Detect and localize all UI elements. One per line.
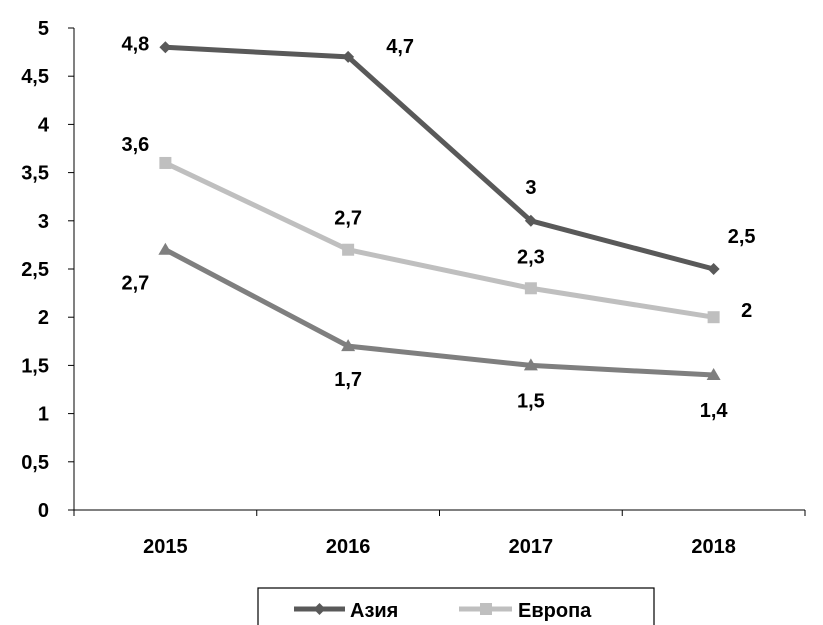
x-tick-labels: 2015 2016 2017 2018: [143, 536, 736, 558]
data-label: 2,5: [728, 226, 756, 248]
data-label: 2,3: [517, 246, 545, 268]
data-point: [342, 243, 355, 256]
x-tick-label: 2016: [326, 536, 371, 558]
series-line: [164, 160, 715, 320]
y-tick-label: 2,5: [21, 259, 49, 281]
x-tick-label: 2017: [509, 536, 554, 558]
data-point: [524, 214, 537, 227]
y-tick-label: 4,5: [21, 66, 49, 88]
data-label: 3,6: [121, 134, 149, 156]
y-tick-label: 3,5: [21, 163, 49, 185]
data-point: [707, 263, 720, 275]
data-label: 1,5: [517, 390, 545, 412]
y-tick-label: 2: [38, 307, 49, 329]
y-tick-label: 1,5: [21, 355, 49, 377]
data-point: [524, 282, 537, 295]
data-label: 4,8: [121, 33, 149, 55]
x-tick-label: 2018: [691, 536, 736, 558]
x-tick-label: 2015: [143, 536, 188, 558]
data-label: 2: [741, 300, 752, 322]
data-label: 1,7: [334, 369, 362, 391]
series-2: 2,7 1,7 1,5 1,4: [121, 242, 729, 422]
series-0: 4,8 4,7 3 2,5: [121, 33, 756, 275]
legend-label-europe: Европа: [518, 600, 592, 622]
data-point: [523, 358, 538, 371]
series-line: [164, 247, 714, 378]
series-layer: 4,8 4,7 3 2,5 3,6 2,7 2,3 2 2,7 1,7 1,5 1,4: [121, 33, 755, 422]
y-tick-label: 4: [38, 114, 50, 136]
legend: Азия Европа: [257, 587, 655, 625]
y-tick-label: 0,5: [21, 452, 49, 474]
y-tick-label: 5: [38, 18, 49, 40]
y-tick-label: 3: [38, 211, 49, 233]
data-label: 3: [525, 177, 536, 199]
y-tick-label: 1: [38, 404, 49, 426]
axes: [68, 27, 806, 516]
data-point: [159, 41, 172, 54]
y-tick-label: 0: [38, 500, 49, 522]
data-label: 1,4: [700, 400, 729, 422]
data-point: [341, 339, 356, 352]
data-point: [158, 242, 173, 255]
series-1: 3,6 2,7 2,3 2: [121, 134, 752, 324]
data-point: [159, 156, 172, 169]
series-line: [165, 44, 715, 272]
y-tick-labels: 0 0,5 1 1,5 2 2,5 3 3,5 4 4,5 5: [21, 18, 50, 522]
legend-marker-asia: [313, 603, 326, 615]
legend-label-asia: Азия: [350, 600, 398, 622]
data-point: [707, 311, 720, 324]
data-label: 2,7: [334, 208, 362, 230]
data-point: [342, 50, 355, 63]
data-label: 4,7: [386, 36, 414, 58]
data-point: [706, 368, 721, 381]
data-label: 2,7: [121, 273, 149, 295]
legend-marker-europe: [480, 603, 492, 615]
